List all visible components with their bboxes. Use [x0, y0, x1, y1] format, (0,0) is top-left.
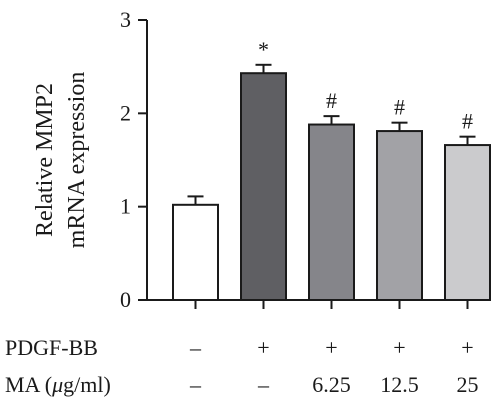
bar: [444, 144, 491, 301]
significance-marker: *: [258, 37, 269, 62]
condition-value: +: [325, 335, 337, 360]
bar: [240, 72, 287, 301]
condition-value: +: [461, 335, 473, 360]
significance-marker: #: [394, 95, 405, 120]
y-axis-title-line: Relative MMP2: [32, 83, 58, 237]
condition-value: 12.5: [380, 372, 419, 397]
condition-label: PDGF-BB: [5, 335, 98, 360]
condition-value: +: [393, 335, 405, 360]
y-tick-label: 0: [120, 287, 131, 312]
y-tick-label: 2: [120, 100, 131, 125]
condition-value: –: [257, 372, 270, 397]
bar: [376, 130, 423, 301]
y-tick-label: 1: [120, 194, 131, 219]
condition-value: –: [189, 335, 202, 360]
condition-value: +: [257, 335, 269, 360]
bar: [172, 203, 219, 301]
condition-value: 25: [457, 372, 479, 397]
significance-marker: #: [462, 109, 473, 134]
y-axis-title-line: mRNA expression: [64, 72, 90, 249]
condition-value: –: [189, 372, 202, 397]
condition-table: PDGF-BB – + + + + MA (μg/ml) – – 6.25 12.5 25: [5, 335, 479, 397]
condition-value: 6.25: [312, 372, 351, 397]
y-tick-label: 3: [120, 7, 131, 32]
bars: * # # #: [172, 37, 491, 301]
significance-marker: #: [326, 88, 337, 113]
y-axis-title: Relative MMP2 mRNA expression: [32, 72, 90, 249]
condition-label: MA (μg/ml): [5, 372, 111, 397]
bar: [308, 123, 355, 301]
